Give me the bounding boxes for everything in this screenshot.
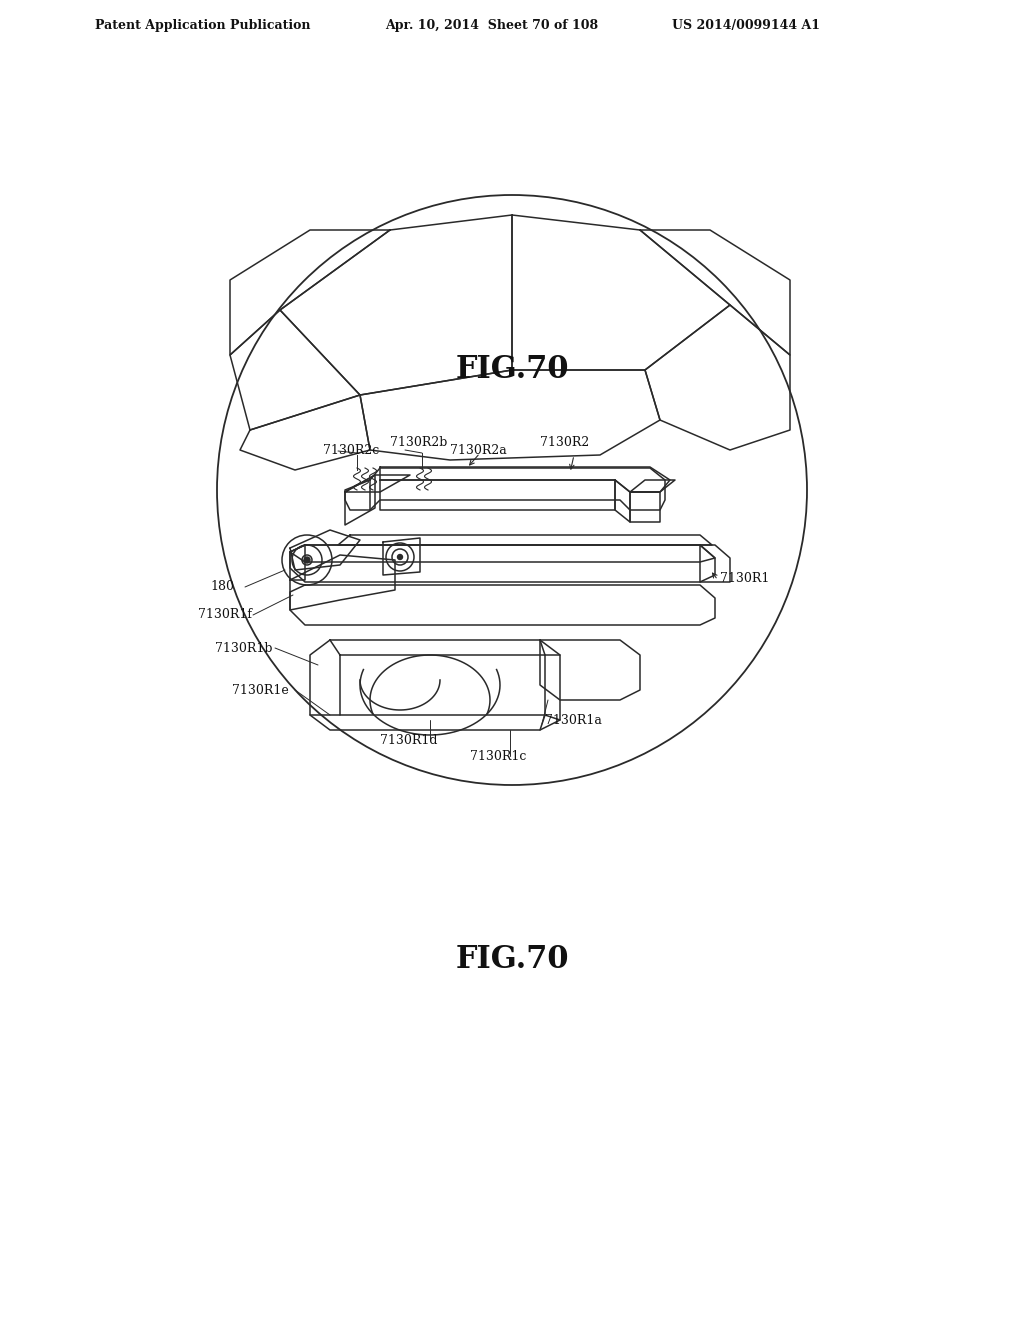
- Text: Apr. 10, 2014  Sheet 70 of 108: Apr. 10, 2014 Sheet 70 of 108: [385, 18, 598, 32]
- Circle shape: [397, 554, 402, 560]
- Text: 7130R1d: 7130R1d: [380, 734, 437, 747]
- Text: 7130R1: 7130R1: [720, 572, 769, 585]
- Text: FIG.70: FIG.70: [456, 355, 568, 385]
- Text: Patent Application Publication: Patent Application Publication: [95, 18, 310, 32]
- Circle shape: [304, 557, 310, 564]
- Text: 7130R2c: 7130R2c: [323, 445, 379, 458]
- Text: FIG.70: FIG.70: [456, 945, 568, 975]
- Text: 7130R2: 7130R2: [540, 437, 589, 450]
- Text: 7130R1e: 7130R1e: [232, 684, 289, 697]
- Text: 7130R1a: 7130R1a: [545, 714, 602, 726]
- Text: 180: 180: [210, 581, 234, 594]
- Text: 7130R1b: 7130R1b: [215, 642, 272, 655]
- Text: 7130R2a: 7130R2a: [450, 445, 507, 458]
- Text: US 2014/0099144 A1: US 2014/0099144 A1: [672, 18, 820, 32]
- Text: 7130R2b: 7130R2b: [390, 437, 447, 450]
- Text: 7130R1c: 7130R1c: [470, 750, 526, 763]
- Text: 7130R1f: 7130R1f: [198, 609, 252, 622]
